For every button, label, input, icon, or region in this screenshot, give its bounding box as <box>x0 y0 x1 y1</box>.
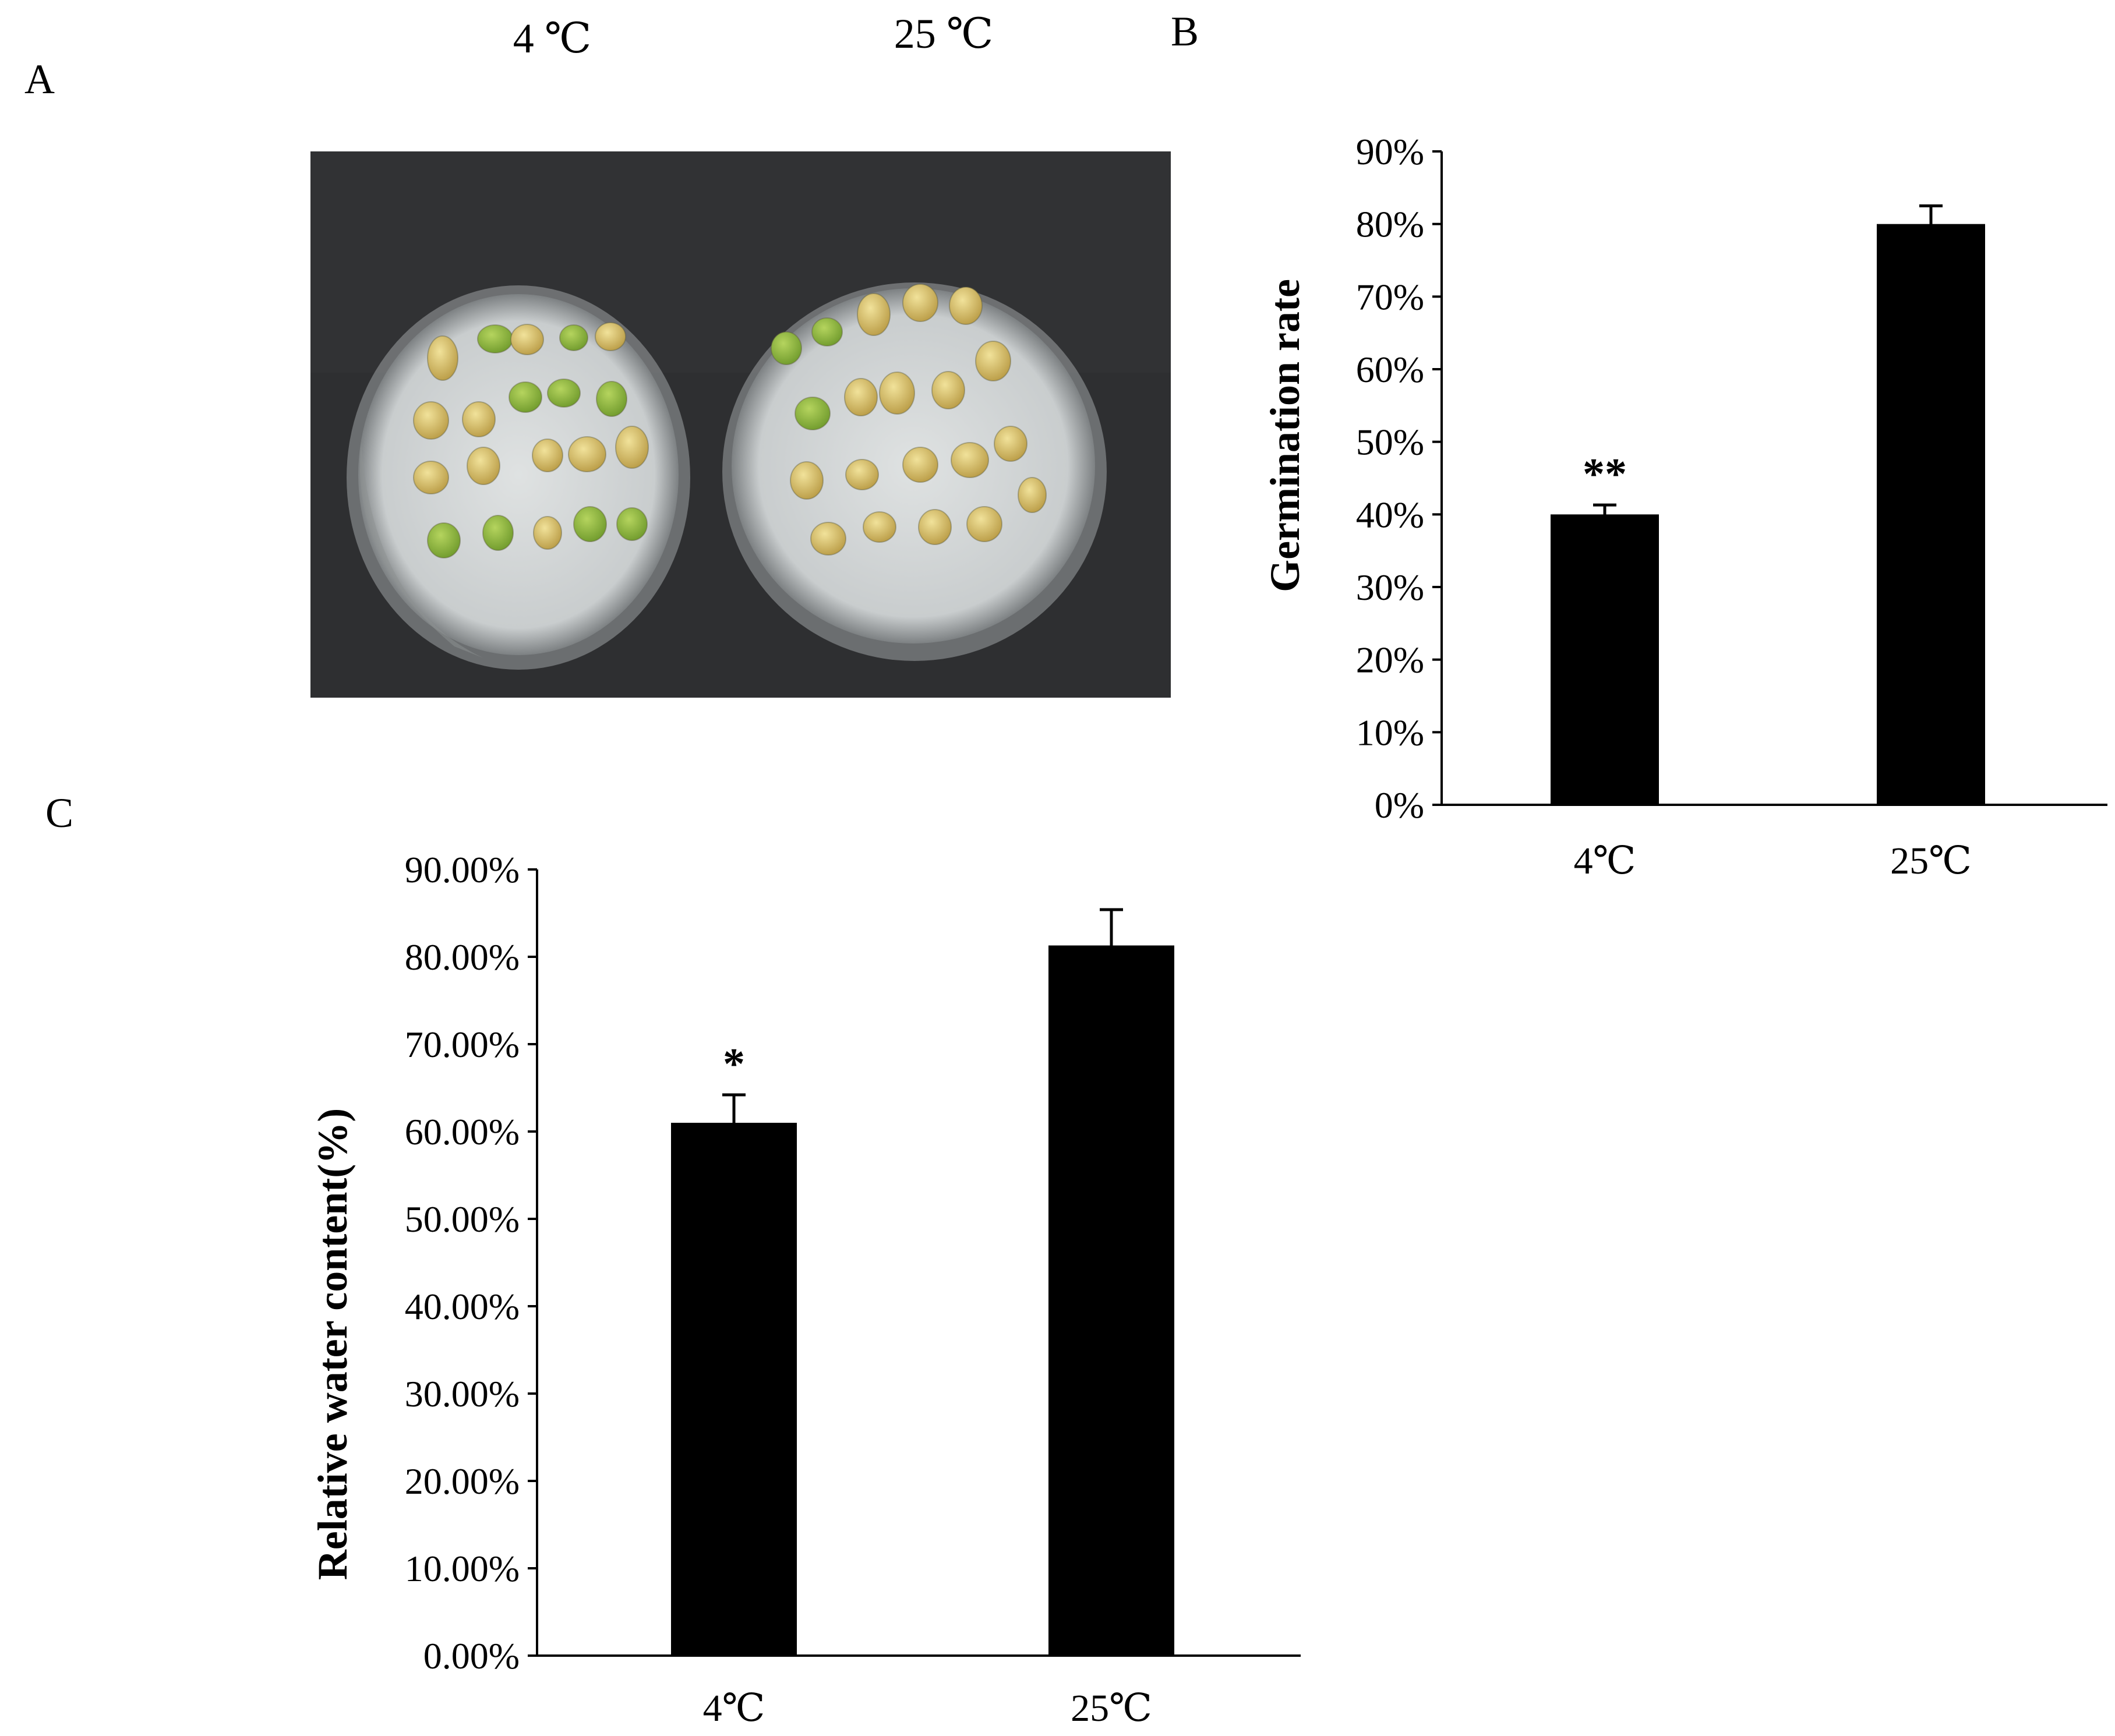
seed <box>863 511 896 543</box>
water-y-axis-title: Relative water content(%) <box>309 1108 356 1580</box>
seed <box>467 447 500 485</box>
seed <box>427 335 458 381</box>
photo-label-25c: 25 ℃ <box>894 10 994 57</box>
seed <box>477 324 513 353</box>
seed <box>427 522 461 558</box>
seed <box>902 284 938 322</box>
seed <box>616 507 648 541</box>
germination-y-tick-label: 70% <box>1356 276 1424 317</box>
seed <box>559 324 588 351</box>
germination-y-tick-label: 60% <box>1356 349 1424 390</box>
germination-y-tick-label: 0% <box>1375 784 1424 826</box>
seed <box>811 317 843 347</box>
germination-y-axis-title: Germination rate <box>1262 279 1308 592</box>
water-y-tick-label: 90.00% <box>405 849 520 890</box>
germination-y-tick-label: 90% <box>1356 131 1424 172</box>
water-y-tick-label: 10.00% <box>405 1548 520 1589</box>
seed <box>951 442 989 478</box>
water-bar-2 <box>1048 945 1174 1656</box>
panel-letter-a: A <box>24 56 55 102</box>
water-y-tick-label: 0.00% <box>423 1635 520 1677</box>
seed <box>510 324 544 355</box>
germination-y-tick-label: 10% <box>1356 712 1424 753</box>
water-y-tick-label: 80.00% <box>405 936 520 978</box>
seed <box>462 401 496 437</box>
water-significance-marker: * <box>723 1040 745 1088</box>
seed <box>966 506 1002 542</box>
water-y-tick-label: 50.00% <box>405 1198 520 1240</box>
seed <box>845 459 879 490</box>
water-bar-1 <box>671 1123 797 1656</box>
seed <box>771 331 802 365</box>
seed <box>547 379 581 408</box>
germination-rate-chart: Germination rate 0% 10% 20% 30% 40% 50% 60% 70%… <box>1262 131 2107 882</box>
seed <box>844 378 878 416</box>
seed <box>595 322 626 351</box>
seed-photo <box>310 151 1171 698</box>
germination-y-tick-label: 20% <box>1356 639 1424 681</box>
seed <box>596 381 627 417</box>
seed <box>568 436 606 472</box>
seed <box>949 287 983 325</box>
germination-y-tick-label: 30% <box>1356 567 1424 608</box>
water-y-tick-label: 40.00% <box>405 1286 520 1327</box>
germination-x-tick-label: 25℃ <box>1890 840 1972 882</box>
seed <box>918 509 952 545</box>
germination-x-tick-label: 4℃ <box>1574 840 1636 882</box>
seed <box>902 447 938 483</box>
seed <box>482 515 514 551</box>
water-x-tick-label: 4℃ <box>703 1687 765 1730</box>
germination-bar-1 <box>1551 514 1659 805</box>
seed <box>795 397 831 430</box>
seed <box>857 293 891 336</box>
panel-letter-c: C <box>45 790 73 836</box>
germination-y-tick-label: 40% <box>1356 494 1424 535</box>
seed <box>413 461 449 494</box>
relative-water-content-chart: Relative water content(%) 0.00% 10.00% 20.… <box>309 849 1301 1730</box>
seed <box>994 426 1028 462</box>
germination-bar-2 <box>1877 224 1985 805</box>
germination-y-tick-label: 80% <box>1356 204 1424 245</box>
seed <box>573 506 607 542</box>
water-x-tick-label: 25℃ <box>1071 1687 1152 1730</box>
seed <box>532 439 563 472</box>
water-y-tick-label: 30.00% <box>405 1373 520 1415</box>
photo-label-4c: 4 ℃ <box>513 15 592 62</box>
water-y-tick-label: 60.00% <box>405 1111 520 1152</box>
panel-letter-b: B <box>1171 8 1199 55</box>
seed <box>413 401 449 440</box>
seed <box>790 461 824 500</box>
seed <box>533 516 562 550</box>
water-y-tick-label: 70.00% <box>405 1024 520 1065</box>
seed <box>509 381 542 413</box>
germination-y-tick-label: 50% <box>1356 422 1424 463</box>
seed <box>1018 477 1047 513</box>
seed <box>879 372 915 415</box>
germination-significance-marker: ** <box>1583 450 1627 498</box>
seed <box>810 522 846 556</box>
seed <box>975 341 1011 381</box>
seed <box>931 371 965 409</box>
water-y-tick-label: 20.00% <box>405 1461 520 1502</box>
seed <box>615 426 649 469</box>
